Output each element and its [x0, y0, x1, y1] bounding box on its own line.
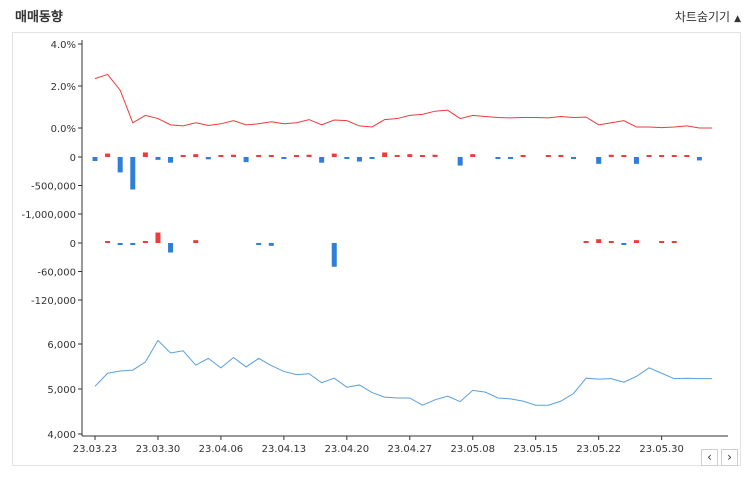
net-buy-1-bar — [608, 154, 614, 157]
price-line — [94, 339, 712, 406]
x-tick-label: 23.04.20 — [325, 444, 370, 455]
net-buy-2-bar — [155, 232, 161, 243]
net-buy-2-bar — [256, 243, 262, 245]
net-buy-1-bar — [117, 157, 123, 173]
net-buy-1-bar — [470, 154, 476, 157]
net-buy-1-bar — [520, 155, 526, 157]
x-tick-label: 23.05.30 — [639, 444, 684, 455]
net-buy-1-bar — [570, 157, 576, 159]
hide-chart-toggle[interactable]: 차트숨기기 ▲ — [675, 8, 741, 25]
net-buy-1-bar — [243, 157, 249, 163]
net-buy-2-bar — [583, 241, 589, 243]
net-buy-2-bar — [659, 241, 665, 243]
net-buy-1-y-tick-label: 0 — [70, 153, 76, 164]
net-buy-2-bar — [130, 243, 136, 245]
net-buy-1-bar — [319, 157, 325, 163]
net-buy-2-bar — [596, 239, 602, 243]
ratio-line — [94, 73, 712, 129]
x-tick-label: 23.04.06 — [199, 444, 244, 455]
net-buy-2-bar — [142, 241, 148, 243]
ratio-y-tick-label: 4.0% — [51, 40, 76, 51]
net-buy-1-bar — [684, 155, 690, 157]
net-buy-1-bar — [356, 157, 362, 162]
net-buy-1-bar — [508, 157, 514, 159]
net-buy-1-bar — [419, 155, 425, 157]
net-buy-1-bar — [231, 154, 237, 157]
net-buy-1-y-tick-label: -500,000 — [31, 182, 76, 193]
x-tick-label: 23.04.27 — [388, 444, 433, 455]
net-buy-2-bar — [633, 240, 639, 243]
net-buy-2-bar — [331, 243, 337, 267]
net-buy-2-bar — [671, 241, 677, 243]
next-button[interactable]: › — [721, 449, 738, 466]
price-y-tick-label: 4,000 — [47, 430, 76, 441]
net-buy-1-bar — [369, 157, 375, 159]
price-y-tick-label: 6,000 — [47, 340, 76, 351]
net-buy-1-bar — [671, 155, 677, 157]
net-buy-1-bar — [218, 155, 224, 157]
net-buy-1-bar — [155, 157, 161, 160]
net-buy-1-bar — [344, 157, 350, 159]
price-y-tick-label: 5,000 — [47, 385, 76, 396]
net-buy-1-bar — [281, 157, 287, 159]
net-buy-1-bar — [646, 155, 652, 157]
prev-button[interactable]: ‹ — [701, 449, 718, 466]
chart-frame — [12, 32, 741, 466]
ratio-y-tick-label: 2.0% — [51, 82, 76, 93]
net-buy-2-bar — [168, 243, 174, 253]
net-buy-1-bar — [205, 157, 211, 160]
net-buy-1-bar — [168, 157, 174, 163]
x-tick-label: 23.05.08 — [450, 444, 495, 455]
net-buy-1-bar — [457, 157, 463, 166]
net-buy-1-bar — [268, 155, 274, 157]
x-tick-label: 23.04.13 — [262, 444, 307, 455]
net-buy-1-bar — [193, 154, 199, 157]
net-buy-1-bar — [293, 155, 299, 157]
net-buy-1-bar — [432, 154, 438, 157]
net-buy-2-bar — [268, 243, 274, 246]
page-title: 매매동향 — [15, 10, 63, 25]
net-buy-2-y-tick-label: -120,000 — [31, 296, 76, 307]
hide-chart-label: 차트숨기기 — [674, 10, 731, 24]
net-buy-1-bar — [256, 155, 262, 157]
net-buy-2-bar — [608, 241, 614, 243]
net-buy-2-bar — [105, 241, 111, 243]
net-buy-2-bar — [193, 240, 199, 243]
ratio-y-tick-label: 0.0% — [51, 124, 76, 135]
net-buy-1-bar — [306, 154, 312, 157]
x-tick-label: 23.03.23 — [73, 444, 118, 455]
net-buy-2-bar — [117, 243, 123, 245]
net-buy-1-bar — [92, 157, 98, 161]
x-tick-label: 23.05.15 — [513, 444, 558, 455]
net-buy-1-bar — [659, 155, 665, 157]
net-buy-1-bar — [495, 157, 501, 159]
net-buy-1-bar — [545, 155, 551, 157]
net-buy-1-bar — [180, 155, 186, 157]
net-buy-1-bar — [407, 154, 413, 157]
net-buy-2-y-tick-label: -60,000 — [37, 268, 76, 279]
net-buy-1-bar — [558, 155, 564, 157]
triangle-up-icon: ▲ — [734, 14, 741, 24]
net-buy-1-bar — [696, 157, 702, 161]
net-buy-1-bar — [633, 157, 639, 164]
net-buy-1-bar — [621, 155, 627, 157]
net-buy-1-bar — [394, 155, 400, 157]
net-buy-1-bar — [105, 153, 111, 157]
net-buy-2-y-tick-label: 0 — [70, 239, 76, 250]
net-buy-1-bar — [130, 157, 136, 190]
net-buy-1-bar — [382, 152, 388, 157]
net-buy-1-bar — [331, 153, 337, 157]
x-tick-label: 23.05.22 — [576, 444, 621, 455]
net-buy-1-bar — [142, 152, 148, 157]
net-buy-1-y-tick-label: -1,000,000 — [21, 210, 76, 221]
x-tick-label: 23.03.30 — [136, 444, 181, 455]
net-buy-1-bar — [596, 157, 602, 164]
net-buy-2-bar — [621, 243, 627, 245]
